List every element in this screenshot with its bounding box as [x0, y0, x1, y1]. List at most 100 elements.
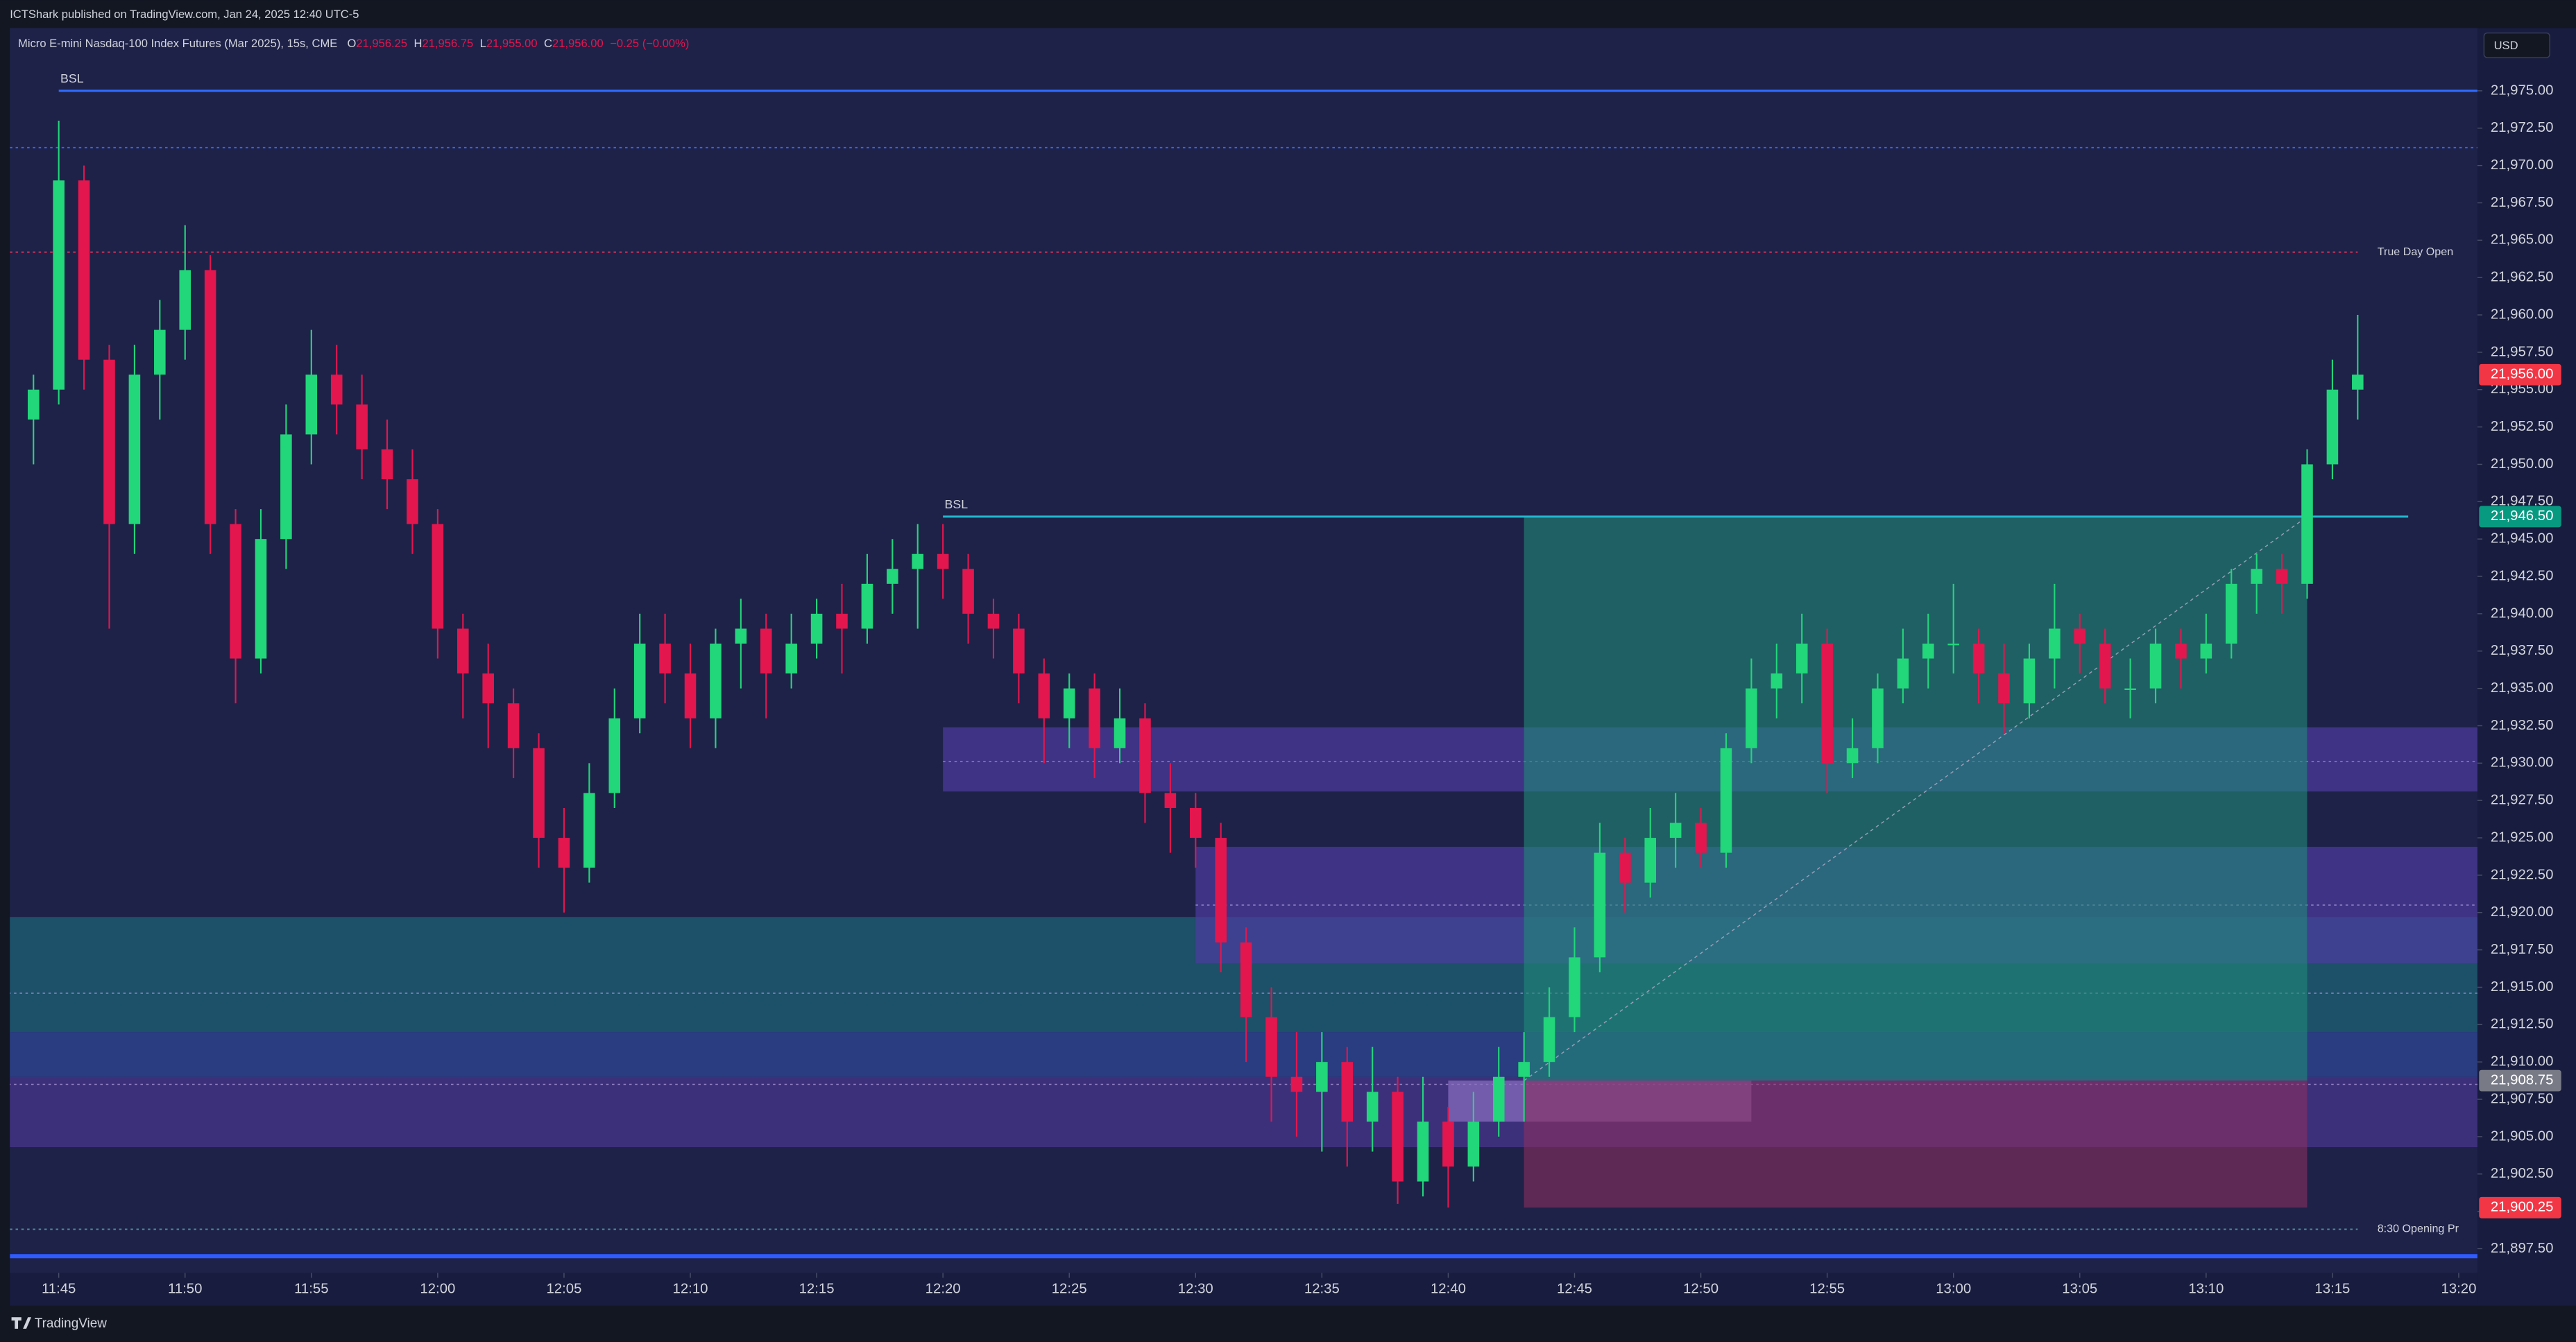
x-tick-label: 11:45	[42, 1281, 76, 1296]
symbol: Micro E-mini Nasdaq-100 Index Futures (M…	[18, 37, 337, 50]
price-label-box	[2479, 1196, 2561, 1219]
candle-body	[1467, 1121, 1480, 1167]
candle-body	[1669, 823, 1682, 838]
candle-body	[962, 569, 974, 614]
candle-body	[1316, 1062, 1328, 1092]
candle-body	[710, 643, 722, 719]
y-tick-label: 21,927.50	[2491, 793, 2554, 808]
ohlc-value: 21,956.75	[423, 37, 474, 50]
candle-body	[1922, 643, 1934, 659]
y-tick-label: 21,902.50	[2491, 1166, 2554, 1181]
candle-body	[482, 673, 494, 704]
candle-body	[1846, 748, 1859, 764]
candle-body	[1998, 673, 2010, 704]
candle-body	[760, 628, 772, 674]
candle-body	[330, 375, 343, 405]
y-tick-label: 21,967.50	[2491, 195, 2554, 210]
candle-body	[1897, 658, 1909, 689]
candle-body	[2149, 643, 2162, 689]
candle-body	[937, 553, 949, 569]
x-tick-label: 11:55	[294, 1281, 328, 1296]
candle-body	[836, 613, 848, 629]
candle-body	[154, 329, 166, 375]
position-path	[1524, 516, 2308, 1081]
candle-body	[1972, 643, 1985, 674]
ohlc-key: C	[544, 37, 552, 50]
candle-body	[1947, 643, 1959, 646]
candle-body	[305, 375, 318, 435]
candle-body	[1720, 748, 1732, 853]
candle-body	[204, 270, 216, 524]
price-label-box	[2479, 1069, 2561, 1092]
x-tick-label: 12:00	[420, 1281, 455, 1296]
y-tick-label: 21,932.50	[2491, 718, 2554, 733]
candle-body	[810, 613, 823, 644]
candle-body	[1417, 1121, 1429, 1182]
brand-logo	[11, 1317, 31, 1329]
x-tick-label: 13:00	[1936, 1281, 1971, 1296]
candle-body	[432, 524, 444, 629]
x-tick-label: 13:20	[2441, 1281, 2477, 1296]
price-label: 21,908.75	[2491, 1072, 2554, 1087]
candle-body	[887, 569, 898, 584]
ohlc-value: 21,956.25	[356, 37, 407, 50]
candle-body	[356, 404, 368, 449]
candle-body	[1392, 1092, 1404, 1182]
x-tick-label: 11:50	[168, 1281, 202, 1296]
candle-body	[1821, 643, 1833, 764]
y-tick-label: 21,925.00	[2491, 829, 2554, 845]
candle-body	[2049, 628, 2061, 659]
candle-body	[1543, 1017, 1555, 1063]
candle-body	[2301, 464, 2313, 584]
y-tick-label: 21,965.00	[2491, 232, 2554, 248]
currency[interactable]: USD	[2494, 39, 2518, 52]
level-label: True Day Open	[2378, 246, 2453, 258]
candle-body	[1013, 628, 1025, 674]
candle-body	[1139, 718, 1151, 793]
candle-body	[735, 628, 747, 644]
y-tick-label: 21,962.50	[2491, 270, 2554, 285]
candle-body	[912, 553, 924, 569]
candle-body	[987, 613, 1000, 629]
candle-body	[2175, 643, 2187, 659]
plot: BSL True Day Open BSL 8:30 Opening Pr	[10, 71, 2477, 1259]
candle-body	[53, 180, 65, 390]
candle-body	[684, 673, 697, 719]
y-tick-label: 21,920.00	[2491, 904, 2554, 920]
y-tick-label: 21,912.50	[2491, 1017, 2554, 1032]
time-axis	[10, 1273, 2477, 1306]
level-label: BSL	[945, 497, 969, 511]
price-label: 21,956.00	[2491, 367, 2554, 382]
x-tick-label: 13:15	[2314, 1281, 2350, 1296]
candle-body	[457, 628, 469, 674]
candle-body	[230, 524, 241, 659]
candle-body	[2023, 658, 2036, 704]
candle-body	[1190, 807, 1202, 838]
y-tick-label: 21,935.00	[2491, 680, 2554, 696]
candle-body	[1089, 688, 1100, 748]
candle-body	[633, 643, 646, 719]
x-tick-label: 12:50	[1683, 1281, 1718, 1296]
candle-body	[1492, 1076, 1505, 1122]
x-tick-label: 12:10	[673, 1281, 708, 1296]
candle-body	[27, 389, 40, 420]
candle-body	[1114, 718, 1126, 748]
candle-body	[558, 838, 570, 868]
x-tick-label: 12:55	[1809, 1281, 1845, 1296]
y-tick-label: 21,942.50	[2491, 568, 2554, 583]
candle-body	[78, 180, 90, 360]
candle-body	[407, 479, 418, 524]
price-label-box	[2479, 506, 2561, 528]
y-tick-label: 21,947.50	[2491, 494, 2554, 509]
candle-body	[1442, 1121, 1454, 1167]
x-tick-label: 12:40	[1431, 1281, 1466, 1296]
currency-box[interactable]	[2483, 32, 2550, 58]
ohlc-key: O	[348, 37, 357, 50]
level-label: BSL	[60, 71, 84, 85]
candle-body	[1795, 643, 1808, 674]
price-label: 21,946.50	[2491, 508, 2554, 524]
price-label: 21,900.25	[2491, 1200, 2554, 1215]
candle-body	[1063, 688, 1075, 719]
x-tick-label: 12:20	[926, 1281, 961, 1296]
candle-body	[255, 539, 267, 659]
